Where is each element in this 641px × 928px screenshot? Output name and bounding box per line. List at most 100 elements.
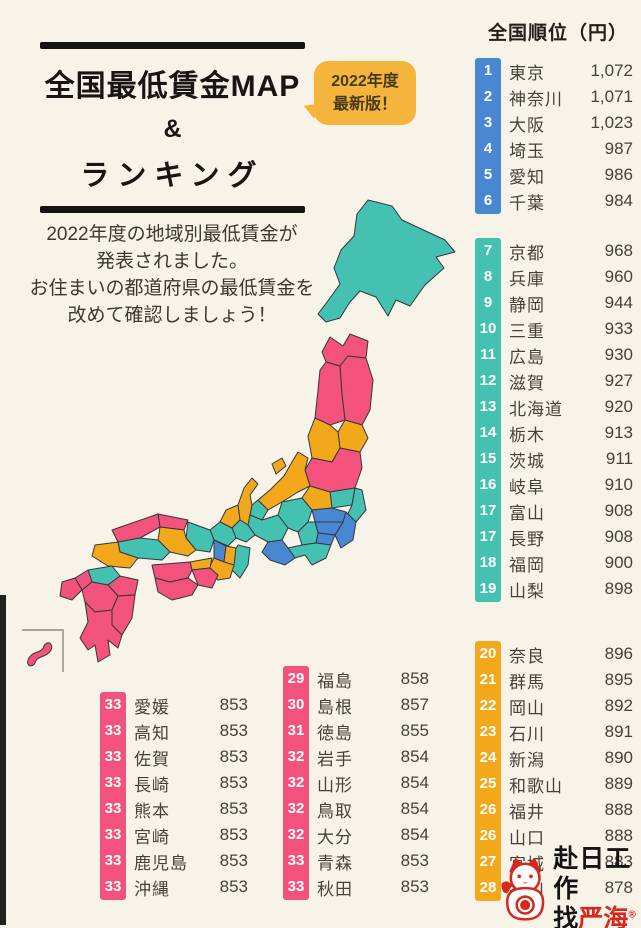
wage-value: 984: [604, 191, 633, 210]
left-edge-artifact: [0, 595, 6, 925]
intro-line: お住まいの都道府県の最低賃金を: [29, 278, 315, 299]
intro-line: 2022年度の地域別最低賃金が: [46, 224, 298, 245]
rank-badge: 5: [475, 162, 501, 188]
pref-miyagi: [337, 419, 369, 453]
pref-ishikawa: [237, 477, 259, 526]
pref-kochi: [154, 577, 199, 601]
ranking-row: 26 福井 888: [475, 797, 633, 823]
ranking-row: 33 長崎 853: [100, 770, 248, 796]
wage-value: 889: [604, 774, 633, 793]
prefecture-name: 埼玉: [509, 141, 545, 161]
wage-value: 930: [604, 345, 633, 364]
ranking-row: 16 岐阜 910: [475, 472, 633, 498]
rank-badge: 32: [283, 796, 309, 822]
rank-badge: 33: [100, 874, 126, 900]
rank-badge: 17: [475, 498, 501, 524]
ranking-row: 18 福岡 900: [475, 550, 633, 576]
ranking-row: 23 石川 891: [475, 719, 633, 745]
ranking-row: 33 青森 853: [283, 848, 429, 874]
wage-value: 883: [604, 852, 633, 871]
prefecture-name: 岩手: [317, 749, 353, 769]
prefecture-name: 広島: [509, 347, 545, 367]
okinawa-inset-border: [22, 629, 64, 672]
prefecture-name: 静岡: [509, 295, 545, 315]
rank-badge: 23: [475, 719, 501, 745]
rank-badge: 32: [283, 770, 309, 796]
wage-value: 986: [604, 165, 633, 184]
wage-value: 854: [400, 747, 429, 766]
wage-value: 910: [604, 475, 633, 494]
prefecture-name: 富山: [509, 503, 545, 523]
rank-badge: 22: [475, 693, 501, 719]
japan-map-svg: [22, 199, 456, 672]
prefecture-name: 茨城: [509, 451, 545, 471]
rank-badge: 33: [100, 692, 126, 718]
wage-value: 854: [400, 825, 429, 844]
prefecture-name: 愛媛: [134, 697, 170, 717]
prefecture-name: 佐賀: [134, 749, 170, 769]
rank-badge: 27: [475, 849, 501, 875]
wage-value: 853: [219, 747, 248, 766]
wage-value: 900: [604, 553, 633, 572]
prefecture-name: 東京: [509, 63, 545, 83]
brand-logo: 赴日工作 找严海®: [499, 845, 641, 928]
wage-value: 858: [400, 669, 429, 688]
ranking-row: 4 埼玉 987: [475, 136, 633, 162]
rank-badge: 19: [475, 576, 501, 602]
title-bottom-bar: [40, 206, 305, 213]
prefecture-name: 島根: [317, 697, 353, 717]
ranking-row: 29 福島 858: [283, 666, 429, 692]
wage-value: 878: [604, 878, 633, 897]
wage-value: 854: [400, 799, 429, 818]
wage-value: 891: [604, 722, 633, 741]
rank-badge: 7: [475, 238, 501, 264]
prefecture-name: 長野: [509, 529, 545, 549]
ranking-header: 全国順位（円）: [487, 23, 628, 44]
rank-badge: 33: [100, 718, 126, 744]
pref-yamaguchi: [91, 541, 139, 569]
ranking-row: 33 秋田 853: [283, 874, 429, 900]
ranking-row: 11 広島 930: [475, 342, 633, 368]
pref-okinawa: [27, 642, 53, 667]
wage-value: 1,071: [590, 87, 633, 106]
japan-choropleth-map: [10, 192, 460, 677]
wage-value: 987: [604, 139, 633, 158]
rank-badge: 26: [475, 797, 501, 823]
pref-tochigi: [329, 487, 356, 509]
pref-kagoshima: [79, 601, 123, 663]
rank-badge: 20: [475, 641, 501, 667]
prefecture-name: 愛知: [509, 167, 545, 187]
pref-hokkaido: [317, 199, 456, 323]
rank-badge: 12: [475, 368, 501, 394]
pref-shizuoka: [287, 542, 332, 566]
wage-value: 853: [219, 773, 248, 792]
prefecture-name: 群馬: [509, 672, 545, 692]
rank-badge: 15: [475, 446, 501, 472]
prefecture-name: 福岡: [509, 555, 545, 575]
rank-badge: 24: [475, 745, 501, 771]
ranking-row: 9 静岡 944: [475, 290, 633, 316]
logo-line-1: 赴日工作: [553, 844, 632, 903]
wage-value: 853: [219, 721, 248, 740]
rank-badge: 6: [475, 188, 501, 214]
ranking-row: 2 神奈川 1,071: [475, 84, 633, 110]
prefecture-name: 鳥取: [317, 801, 353, 821]
pref-nagasaki: [59, 577, 83, 601]
page-subtitle: ランキング: [80, 160, 265, 192]
rank-badge: 8: [475, 264, 501, 290]
ranking-row: 5 愛知 986: [475, 162, 633, 188]
wage-value: 888: [604, 800, 633, 819]
ranking-row: 17 富山 908: [475, 498, 633, 524]
prefecture-name: 石川: [509, 724, 545, 744]
wage-value: 960: [604, 267, 633, 286]
ranking-row: 33 佐賀 853: [100, 744, 248, 770]
logo-line-2: 找严海®: [553, 904, 641, 928]
rank-badge: 33: [283, 848, 309, 874]
prefecture-name: 沖縄: [134, 879, 170, 899]
ranking-row: 33 沖縄 853: [100, 874, 248, 900]
rank-badge: 32: [283, 744, 309, 770]
logo-text: 赴日工作 找严海®: [553, 844, 641, 928]
prefecture-name: 三重: [509, 321, 545, 341]
rank-badge: 3: [475, 110, 501, 136]
wage-value: 853: [219, 851, 248, 870]
